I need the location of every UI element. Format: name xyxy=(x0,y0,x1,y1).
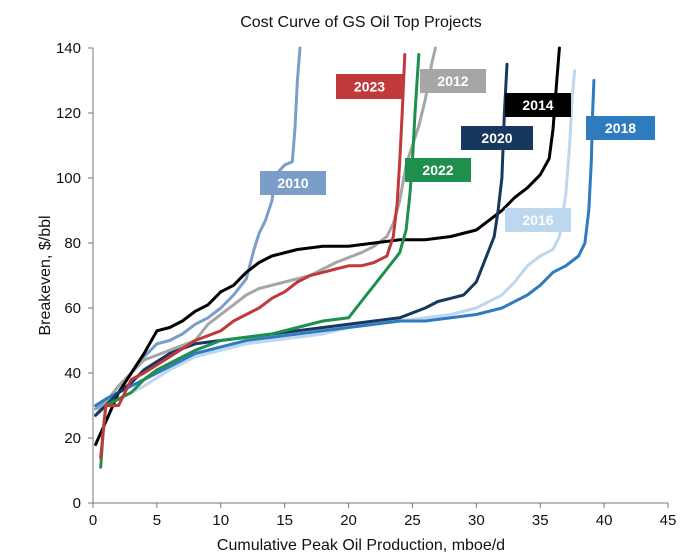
x-tick-label: 35 xyxy=(532,512,549,529)
series-layer xyxy=(94,46,596,469)
series-line-2022 xyxy=(99,53,421,469)
y-tick-label: 20 xyxy=(64,430,81,447)
series-label-text: 2023 xyxy=(354,79,385,95)
series-line-2012 xyxy=(94,46,437,417)
x-tick-label: 5 xyxy=(153,512,161,529)
series-label-box xyxy=(505,208,571,232)
series-label-box xyxy=(336,74,403,99)
series-label-2016: 2016 xyxy=(505,208,571,232)
series-label-box xyxy=(461,126,533,150)
x-tick-label: 25 xyxy=(404,512,421,529)
x-tick-label: 10 xyxy=(212,512,229,529)
axes-layer xyxy=(92,48,668,504)
series-label-text: 2020 xyxy=(481,130,512,146)
x-tick-label: 45 xyxy=(660,512,677,529)
y-tick-label: 120 xyxy=(56,105,81,122)
series-label-2014: 2014 xyxy=(505,93,571,117)
series-label-text: 2016 xyxy=(522,212,553,228)
y-tick-label: 60 xyxy=(64,300,81,317)
x-tick-label: 30 xyxy=(468,512,485,529)
series-label-2023: 2023 xyxy=(336,74,403,99)
series-label-box xyxy=(260,171,326,195)
x-tick-label: 0 xyxy=(89,512,97,529)
series-line-2020 xyxy=(94,62,509,417)
x-tick-label: 15 xyxy=(276,512,293,529)
series-label-box xyxy=(505,93,571,117)
chart-title: Cost Curve of GS Oil Top Projects xyxy=(240,14,482,31)
y-tick-label: 0 xyxy=(73,495,81,512)
series-label-box xyxy=(405,158,471,182)
series-line-2014 xyxy=(94,46,561,446)
y-axis-title: Breakeven, $/bbl xyxy=(37,215,54,335)
series-label-text: 2014 xyxy=(522,97,553,113)
series-label-2018: 2018 xyxy=(586,116,655,140)
series-label-box xyxy=(420,69,486,93)
y-tick-label: 40 xyxy=(64,365,81,382)
series-label-2020: 2020 xyxy=(461,126,533,150)
series-label-text: 2010 xyxy=(277,175,308,191)
x-tick-label: 40 xyxy=(596,512,613,529)
series-label-2012: 2012 xyxy=(420,69,486,93)
series-label-layer: 2010 2012 2014 2016 2018 2020 2022 2023 xyxy=(260,69,655,232)
series-label-2022: 2022 xyxy=(405,158,471,182)
y-tick-label: 80 xyxy=(64,235,81,252)
series-label-text: 2012 xyxy=(437,73,468,89)
series-line-2018 xyxy=(94,79,596,407)
x-axis-title: Cumulative Peak Oil Production, mboe/d xyxy=(217,537,505,554)
x-tick-label: 20 xyxy=(340,512,357,529)
y-tick-label: 100 xyxy=(56,170,81,187)
series-label-text: 2022 xyxy=(422,162,453,178)
series-line-2023 xyxy=(99,53,407,459)
series-label-text: 2018 xyxy=(605,120,636,136)
series-label-2010: 2010 xyxy=(260,171,326,195)
tick-layer: 0 5 10 15 20 25 30 35 40 45 0 20 40 60 80 100 120 140 xyxy=(56,40,676,529)
series-label-box xyxy=(586,116,655,140)
y-tick-label: 140 xyxy=(56,40,81,57)
